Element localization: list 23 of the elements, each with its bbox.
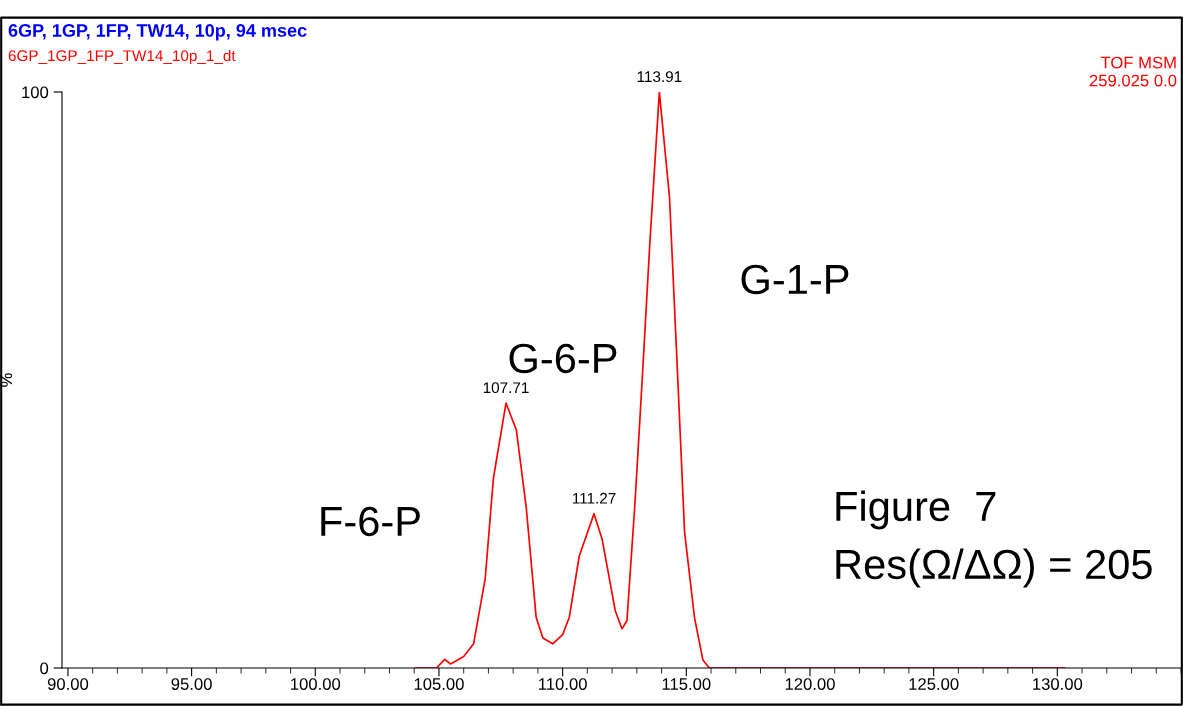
annotation: F-6-P [321, 506, 420, 537]
annotation: Res(Ω/ΔΩ) = 205 [836, 548, 1152, 588]
x-tick-label: 130.00 [1033, 678, 1083, 690]
x-tick-label: 115.00 [662, 678, 711, 690]
y-tick-label: 0 [40, 662, 49, 675]
annotation: G-6-P [509, 343, 617, 374]
text: TOF MSM [1100, 56, 1176, 69]
x-tick-label: 125.00 [909, 678, 959, 690]
annotation: 113.91 [637, 71, 682, 83]
x-tick-label: 90.00 [47, 678, 89, 690]
annotation: Figure 7 [836, 490, 996, 530]
x-tick-label: 120.00 [785, 678, 835, 690]
chart-subtitle: 6GP_1GP_1FP_TW14_10p_1_dt [8, 49, 236, 65]
y-tick-label: 100 [22, 86, 49, 99]
x-tick-label: 100.00 [291, 678, 341, 690]
chart-title: 6GP, 1GP, 1FP, TW14, 10p, 94 msec [8, 24, 307, 41]
annotation: 111.27 [572, 492, 616, 504]
annotation: G-1-P [741, 264, 849, 295]
x-tick-label: 105.00 [414, 678, 464, 690]
text: 259.025 0.0 [1089, 74, 1177, 87]
x-tick-label: 95.00 [171, 678, 212, 690]
x-tick-label: 110.00 [539, 678, 587, 690]
annotation: 107.71 [483, 382, 529, 394]
